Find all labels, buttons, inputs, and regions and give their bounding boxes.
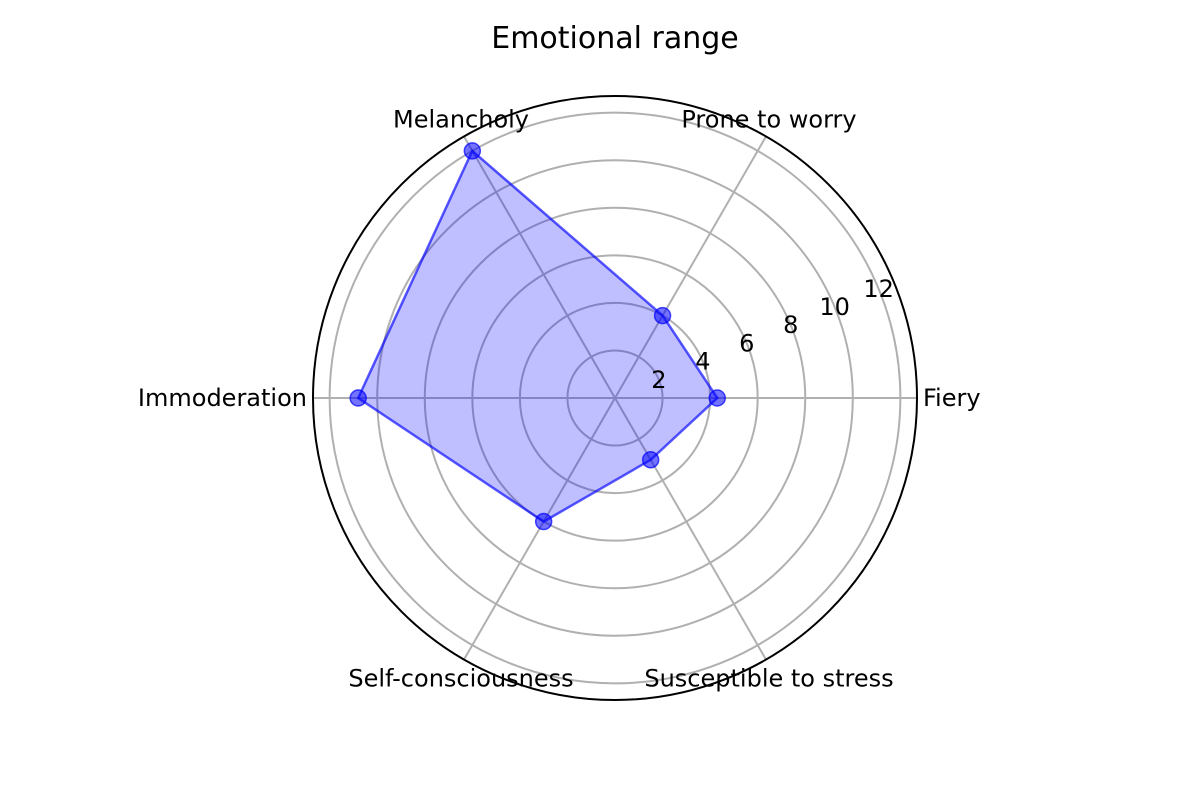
- r-tick-label: 4: [695, 348, 710, 376]
- r-tick-label: 12: [863, 275, 894, 303]
- polar-frame: [312, 95, 918, 701]
- category-label: Prone to worry: [681, 105, 856, 133]
- grid-spoke: [614, 397, 767, 661]
- data-point: [653, 306, 672, 325]
- data-point: [463, 142, 482, 160]
- data-point: [708, 389, 727, 407]
- data-point: [349, 389, 367, 407]
- label-layer: 2 4 6 8 10 12 Fiery Prone to worry Melancholy Imm…: [138, 105, 981, 692]
- r-tick-label: 6: [739, 329, 754, 357]
- category-label: Melancholy: [393, 105, 529, 133]
- r-tick-label: 10: [819, 293, 850, 321]
- grid-spoke: [614, 135, 767, 399]
- data-point: [534, 512, 553, 531]
- category-label: Self-consciousness: [348, 665, 573, 693]
- data-layer: [349, 142, 727, 531]
- category-label: Susceptible to stress: [644, 665, 893, 693]
- r-tick-label: 2: [651, 366, 666, 394]
- data-point: [641, 451, 660, 469]
- grid-spoke: [463, 135, 616, 399]
- category-label: Fiery: [923, 384, 981, 412]
- category-label: Immoderation: [138, 384, 307, 412]
- series-area: [356, 148, 719, 524]
- chart-title: Emotional range: [491, 21, 739, 56]
- r-tick-label: 8: [783, 311, 798, 339]
